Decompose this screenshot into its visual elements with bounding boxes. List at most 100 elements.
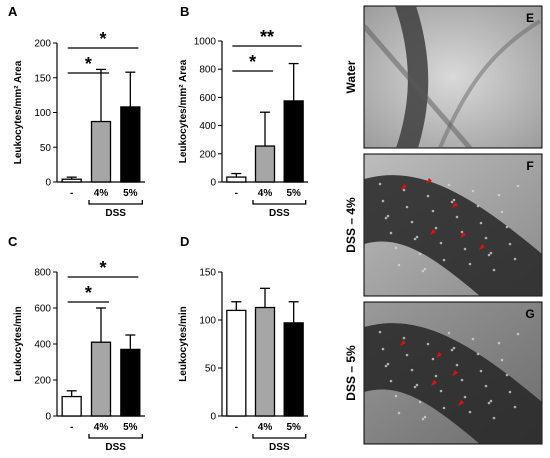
y-tick-label: 600 bbox=[34, 304, 51, 315]
blood-vessel bbox=[364, 323, 542, 444]
leukocyte-dot bbox=[455, 215, 459, 219]
blood-vessel bbox=[395, 6, 429, 148]
panel-letter: A bbox=[8, 4, 18, 19]
group-label: DSS bbox=[105, 442, 126, 453]
leukocyte-dot bbox=[402, 188, 406, 192]
micrograph-f: DSS – 4% F bbox=[344, 153, 543, 297]
leukocyte-dot bbox=[405, 353, 409, 357]
y-tick-label: 400 bbox=[34, 340, 51, 351]
leukocyte-dot bbox=[463, 247, 467, 251]
panel-letter: E bbox=[526, 11, 534, 25]
group-bracket bbox=[252, 200, 307, 205]
group-bracket bbox=[252, 434, 307, 439]
leukocyte-dot bbox=[508, 242, 512, 246]
group-label: DSS bbox=[105, 208, 126, 219]
blood-vessel bbox=[364, 175, 542, 296]
panel-letter: C bbox=[8, 234, 18, 249]
leukocyte-dot bbox=[384, 216, 388, 220]
leukocyte-dot bbox=[460, 230, 464, 234]
group-bracket bbox=[88, 200, 143, 205]
arrowhead-marker bbox=[426, 178, 432, 184]
leukocyte-dot bbox=[394, 394, 398, 398]
leukocyte-dot bbox=[460, 378, 464, 382]
y-tick-label: 150 bbox=[34, 73, 51, 84]
leukocyte-dot bbox=[381, 199, 385, 203]
vessel-structures bbox=[364, 323, 542, 444]
leukocyte-dot bbox=[468, 262, 472, 266]
arrowhead-marker bbox=[430, 229, 436, 235]
bar-1 bbox=[254, 306, 276, 417]
leukocyte-dot bbox=[508, 390, 512, 394]
vessel-structures bbox=[364, 175, 542, 296]
y-tick-label: 100 bbox=[199, 316, 216, 327]
leukocyte-dot bbox=[489, 251, 493, 255]
leukocyte-dot bbox=[500, 358, 504, 362]
leukocyte-dot bbox=[476, 204, 480, 208]
panel-d: D 0 50 100 150 Leukocytes/min - 4% 5% DSS bbox=[178, 234, 308, 453]
leukocyte-dot bbox=[513, 405, 517, 409]
leukocyte-dot bbox=[434, 226, 438, 230]
leukocyte-dot bbox=[447, 331, 451, 335]
y-tick-label: 0 bbox=[210, 178, 216, 189]
arrowhead-marker bbox=[458, 400, 464, 406]
leukocyte-dot bbox=[413, 385, 417, 389]
leukocyte-dot bbox=[505, 225, 509, 229]
leukocyte-dot bbox=[421, 269, 425, 273]
arrowhead-marker bbox=[436, 352, 442, 358]
y-axis-label: Leukocytes/min bbox=[178, 306, 189, 382]
leukocyte-dot bbox=[484, 384, 488, 388]
y-tick-label: 200 bbox=[34, 376, 51, 387]
bar-1 bbox=[254, 145, 276, 183]
leukocyte-dot bbox=[378, 330, 382, 334]
panel-c: C 0 200 400 600 800 Leukocytes/min - 4% 5% DSS * * bbox=[8, 234, 145, 453]
significance-label: * bbox=[249, 52, 256, 72]
arrowhead-marker bbox=[452, 202, 458, 208]
panel-b: B 0 200 400 600 800 1000 Leukocytes/mm² Area - 4%… bbox=[178, 4, 308, 219]
category-label: 4% bbox=[258, 188, 273, 199]
y-tick-label: 800 bbox=[199, 65, 216, 76]
leukocyte-dot bbox=[463, 395, 467, 399]
y-tick-label: 50 bbox=[205, 364, 217, 375]
vessel-structures bbox=[364, 6, 542, 148]
leukocyte-dot bbox=[394, 246, 398, 250]
category-label: 5% bbox=[286, 422, 301, 433]
group-label: DSS bbox=[269, 442, 290, 453]
y-tick-label: 100 bbox=[34, 108, 51, 119]
y-tick-label: 0 bbox=[45, 178, 51, 189]
leukocyte-dot bbox=[431, 357, 435, 361]
leukocyte-dot bbox=[415, 383, 419, 387]
group-bracket bbox=[88, 434, 143, 439]
leukocyte-dot bbox=[516, 332, 520, 336]
y-tick-label: 0 bbox=[45, 412, 51, 423]
leukocyte-dot bbox=[452, 346, 456, 350]
category-label: - bbox=[70, 422, 73, 433]
leukocyte-dot bbox=[505, 373, 509, 377]
y-axis-label: Leukocytes/min bbox=[13, 306, 24, 382]
category-label: 4% bbox=[258, 422, 273, 433]
category-label: 5% bbox=[123, 188, 138, 199]
leukocyte-dot bbox=[447, 183, 451, 187]
y-tick-label: 0 bbox=[210, 412, 216, 423]
bar-1 bbox=[90, 120, 112, 183]
y-axis-label: Leukocytes/mm² Area bbox=[178, 59, 189, 163]
vessel-branch bbox=[364, 24, 472, 148]
leukocyte-dot bbox=[471, 189, 475, 193]
arrowhead-marker bbox=[400, 340, 406, 346]
y-tick-label: 800 bbox=[34, 268, 51, 279]
leukocyte-dot bbox=[439, 389, 443, 393]
leukocyte-dot bbox=[476, 352, 480, 356]
leukocyte-dot bbox=[402, 336, 406, 340]
leukocyte-dot bbox=[484, 236, 488, 240]
category-label: - bbox=[235, 188, 238, 199]
leukocyte-dot bbox=[418, 400, 422, 404]
leukocyte-dot bbox=[405, 205, 409, 209]
bar-0 bbox=[226, 176, 247, 183]
leukocyte-dot bbox=[410, 220, 414, 224]
leukocyte-dot bbox=[450, 348, 454, 352]
bar-1 bbox=[90, 341, 112, 417]
leukocyte-dot bbox=[479, 221, 483, 225]
leukocyte-dot bbox=[455, 363, 459, 367]
bar-2 bbox=[283, 100, 304, 183]
leukocyte-dot bbox=[492, 416, 496, 420]
leukocyte-dot bbox=[434, 374, 438, 378]
